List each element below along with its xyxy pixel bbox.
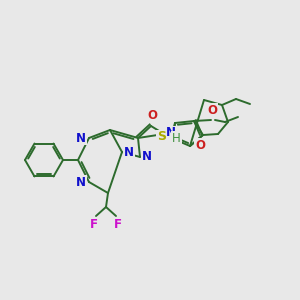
Text: O: O [195, 139, 205, 152]
Text: F: F [90, 218, 98, 231]
Text: H: H [172, 131, 181, 145]
Text: S: S [157, 130, 166, 143]
Text: N: N [76, 131, 86, 145]
Text: F: F [114, 218, 122, 231]
Text: N: N [124, 146, 134, 160]
Text: N: N [142, 149, 152, 163]
Text: N: N [166, 127, 176, 140]
Text: O: O [147, 109, 157, 122]
Text: O: O [207, 104, 217, 117]
Text: N: N [76, 176, 86, 188]
